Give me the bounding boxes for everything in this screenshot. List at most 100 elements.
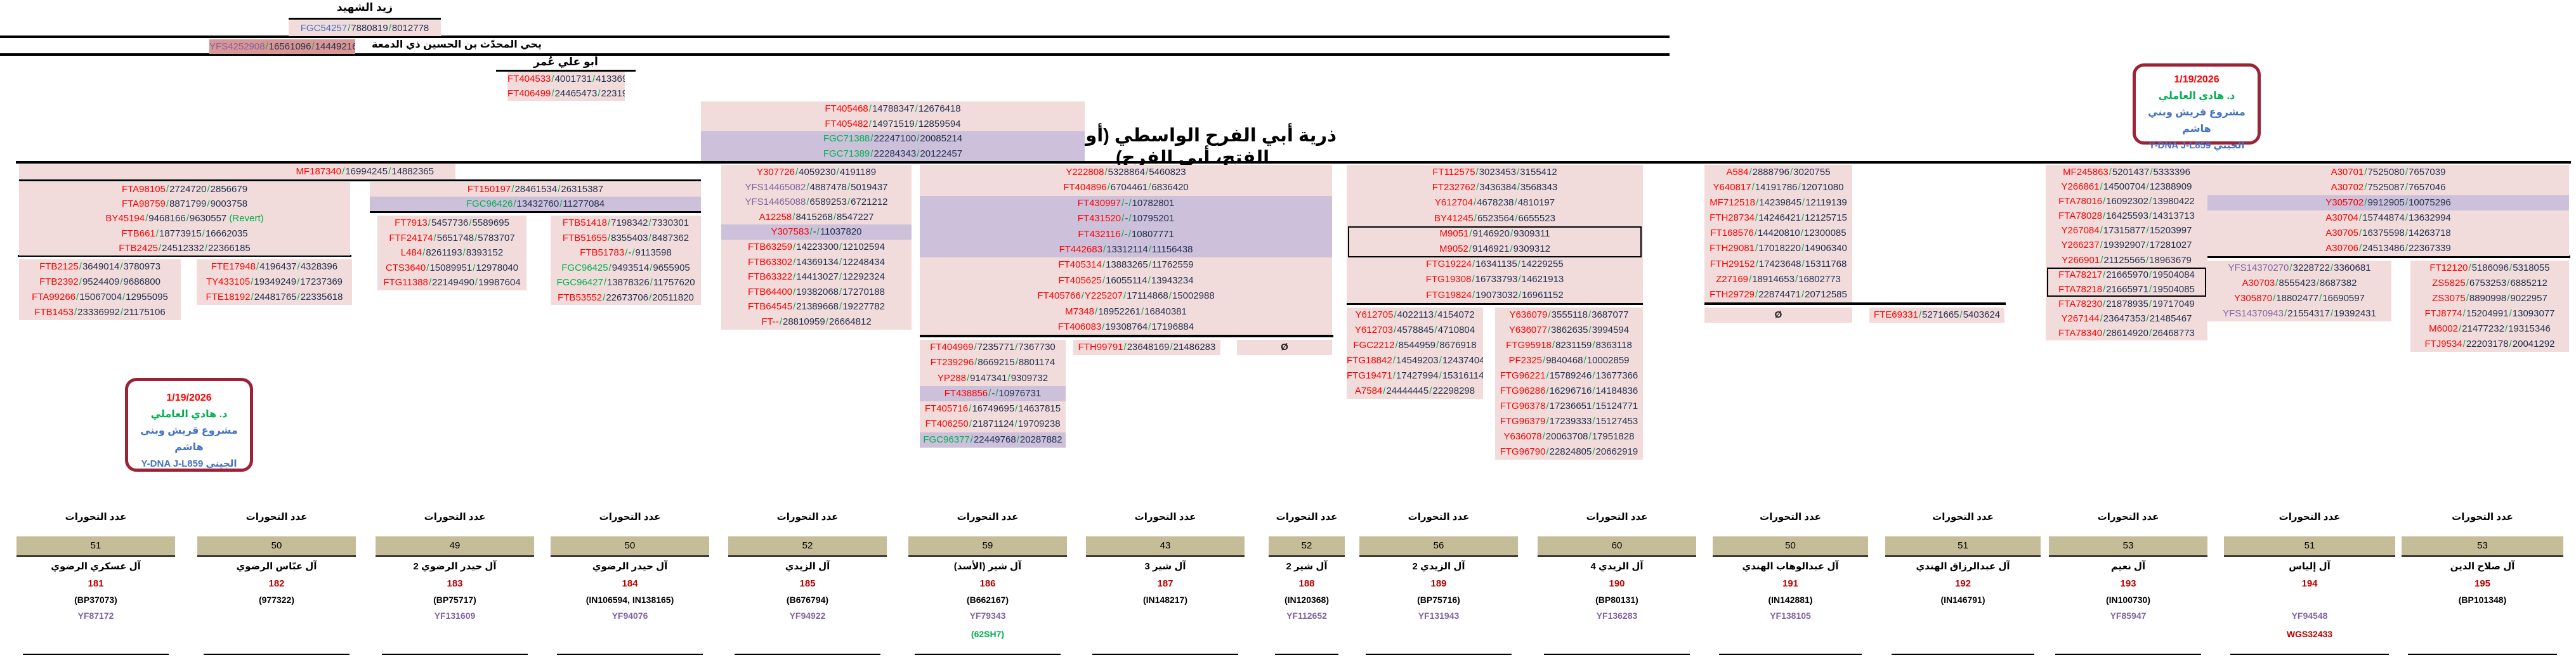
snp-value: 5019437 [851, 181, 888, 193]
fta78217-fta78218-box [2047, 267, 2206, 297]
snp-name: (Revert) [226, 213, 264, 224]
project-info-box-bottom: 1/19/2026 د. هادي العاملي مشروع قريش وبن… [125, 378, 253, 472]
snp-value: / [650, 262, 653, 273]
snp-name: FTG19824 [1426, 289, 1472, 301]
snp-value: - [1124, 228, 1128, 240]
snp-value: / [2145, 254, 2149, 266]
snp-name: YFS14465088 [745, 197, 806, 208]
snp-value: 9655905 [653, 262, 690, 273]
snp-value: 8487362 [651, 232, 690, 243]
mutation-count-label: عدد التحورات [1586, 512, 1648, 522]
snp-name: Y307583 [771, 226, 809, 238]
snp-row: FGC2212/8544959/8676918 [1347, 338, 1483, 353]
snp-row: FTH28734/14246421/12125715 [1704, 210, 1852, 226]
snp-value: / [186, 213, 189, 224]
yfull-id: YF136283 [1596, 611, 1638, 621]
snp-value: / [1102, 275, 1105, 286]
snp-value: Ø [1774, 309, 1782, 320]
snp-row: A30703/8555423/8687382 [2207, 276, 2391, 291]
snp-value: / [1123, 342, 1127, 353]
snp-row: FTG95918/8231159/8363118 [1495, 338, 1643, 353]
snp-value: 9022957 [2510, 293, 2547, 304]
snp-value: 12676418 [918, 103, 961, 114]
snp-cell: YFS14370270/3228722/3360681 A30703/855542… [2207, 261, 2391, 321]
snp-row: YFS14465082/4887478/5019437 [721, 179, 912, 195]
snp-value: / [836, 167, 839, 178]
snp-value: 21878935 [2106, 298, 2148, 309]
snp-value: 14223300 [796, 241, 839, 252]
snp-value: - [1125, 197, 1128, 209]
snp-value: / [1395, 340, 1398, 351]
snp-name: A30701 [2331, 167, 2364, 178]
snp-value: / [2103, 210, 2106, 222]
divider-line [1347, 302, 1643, 305]
snp-value: 22366185 [208, 242, 251, 254]
snp-row: Y305702/9912905/10075296 [2207, 195, 2569, 210]
snp-value: 8676918 [1439, 340, 1477, 351]
snp-value: 18963679 [2149, 254, 2192, 266]
snp-value: / [462, 247, 466, 258]
snp-value: / [779, 316, 782, 327]
snp-value: 4328396 [300, 261, 338, 272]
lineage-name: آل شير 2 [1286, 561, 1328, 572]
snp-row: FTB64400/19382068/17270188 [721, 284, 912, 300]
snp-value: 14906340 [1805, 243, 1847, 254]
snp-value: 14229255 [1520, 259, 1564, 270]
snp-value: / [1392, 355, 1396, 366]
snp-name: YFS4252908 [209, 41, 265, 52]
mutation-count-label: عدد التحورات [2452, 512, 2513, 522]
snp-name: FTB2125 [39, 261, 79, 272]
snp-value: 24465473 [554, 88, 598, 99]
snp-value: / [607, 217, 611, 228]
mutation-count-value: 51 [2224, 536, 2395, 557]
lineage-name: آل صلاح الدين [2450, 561, 2515, 572]
snp-value: 4678238 [1477, 197, 1514, 209]
snp-value: 10976731 [998, 387, 1042, 399]
snp-value: 19392907 [2103, 240, 2146, 251]
snp-value: / [2507, 278, 2510, 288]
snp-name: FTH99791 [1078, 342, 1123, 353]
snp-name: FTG96286 [1500, 385, 1546, 396]
snp-value: / [1439, 355, 1442, 366]
snp-row: A584/2888796/3020755 [1704, 165, 1852, 181]
snp-row: Y266861/14500704/12388909 [2046, 179, 2207, 195]
snp-value: / [122, 292, 126, 302]
snp-name: FT239296 [930, 357, 974, 368]
snp-cell: A584/2888796/3020755 Y640817/14191786/120… [1704, 165, 1852, 302]
snp-value: 9524409 [82, 276, 120, 287]
snp-row: FGC96427/13878326/11757620 [551, 275, 701, 290]
snp-value: / [1800, 228, 1803, 239]
snp-row: FTA78016/16092302/13980422 [2046, 194, 2207, 209]
snp-row: YFS14370270/3228722/3360681 [2207, 261, 2391, 276]
snp-value: / [648, 232, 651, 243]
snp-value: / [2459, 323, 2462, 334]
snp-value: / [1546, 385, 1549, 396]
snp-value: 9309311 [1514, 228, 1550, 239]
snp-name: FTG95918 [1506, 340, 1552, 351]
snp-value: 20122457 [920, 148, 963, 159]
snp-value: 15316114 [1442, 370, 1483, 381]
snp-value: - [991, 387, 995, 399]
snp-value: / [1588, 431, 1592, 442]
snp-row: FT405482/14971519/12859594 [701, 116, 1085, 131]
snp-row: FT--/28810959/26664812 [721, 314, 912, 330]
snp-value: 14788347 [872, 103, 915, 114]
m9051-m9052-box [1348, 226, 1642, 257]
snp-value: / [1104, 167, 1108, 178]
snp-row: Y267084/17315877/15203997 [2046, 223, 2207, 238]
snp-row: Y266901/21125565/18963679 [2046, 252, 2207, 268]
snp-value: 21665970 [2106, 269, 2148, 280]
snp-value: 14369134 [796, 256, 839, 268]
snp-value: / [474, 232, 478, 243]
snp-row: FTB661/18773915/16662035 [19, 226, 350, 241]
snp-value: / [2289, 262, 2292, 273]
snp-row: FT442683/13312114/11156438 [920, 242, 1332, 258]
snp-row: FT405625/16055114/13943234 [920, 273, 1332, 289]
snp-value: / [2330, 262, 2334, 273]
snp-value: 4133690 [596, 74, 625, 84]
yfull-id: YF131943 [1418, 611, 1460, 621]
snp-row: FTG96790/22824805/20662919 [1495, 444, 1643, 460]
lineage-name: آل حيدر الرضوي [592, 561, 668, 572]
snp-value: 15089951 [429, 262, 473, 273]
snp-value: / [1170, 342, 1173, 353]
